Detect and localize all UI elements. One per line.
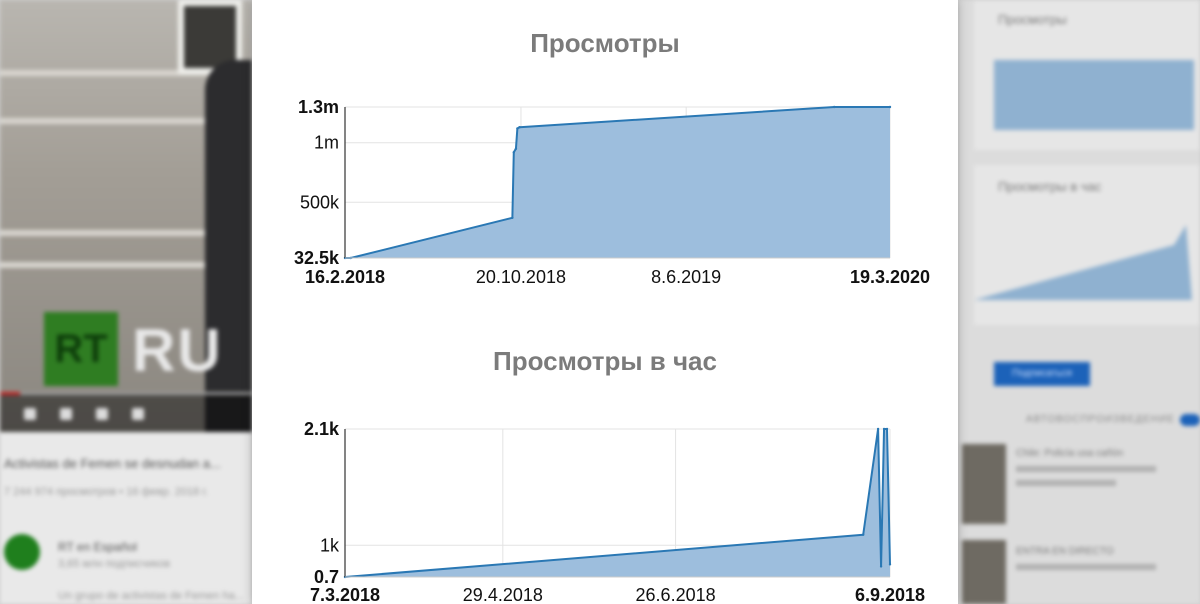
views-data-point (888, 105, 892, 109)
hourly-y-tick-label: 2.1k (304, 419, 340, 439)
hourly-x-tick-label: 29.4.2018 (463, 585, 543, 604)
views-y-tick-label: 32.5k (294, 248, 340, 268)
video-title: Activistas de Femen se desnudan a... (4, 456, 221, 471)
views-chart-title: Просмотры (530, 28, 680, 58)
views-y-tick-label: 1.3m (298, 97, 339, 117)
hourly-y-tick-label: 1k (320, 535, 340, 555)
sidebar-views-area (994, 60, 1194, 130)
sidebar-hourly-area (974, 225, 1192, 300)
video-progress-fill (0, 392, 20, 395)
recommended-title[interactable]: ENTRA EN DIRECTO (1016, 546, 1114, 557)
hourly-x-tick-label: 7.3.2018 (310, 585, 380, 604)
background-shelf (0, 262, 230, 268)
views-x-tick-label: 8.6.2019 (651, 267, 721, 287)
background-shelf (0, 118, 230, 124)
views-data-point (518, 126, 521, 129)
background-video-page: RT RU Activistas de Femen se desnudan a.… (0, 0, 252, 604)
recommended-thumbnail[interactable] (962, 444, 1006, 524)
video-description: Un grupo de activistas de Femen ha... (58, 590, 244, 602)
views-data-point (512, 151, 515, 154)
autoplay-label: АВТОВОСПРОИЗВЕДЕНИЕ (1026, 414, 1175, 425)
views-y-tick-label: 500k (300, 192, 340, 212)
views-data-point (514, 147, 518, 150)
recommended-meta (1016, 480, 1116, 486)
sidebar-views-title: Просмотры (998, 12, 1067, 27)
video-player[interactable]: RT RU (0, 0, 252, 432)
hourly-data-point (888, 563, 892, 566)
video-meta: 7 244 974 просмотров • 16 февр. 2018 г. (4, 486, 208, 498)
hourly-data-point (879, 565, 883, 568)
background-shelf (0, 70, 230, 76)
hourly-data-point (882, 427, 886, 431)
recommended-meta (1016, 466, 1156, 472)
rt-logo: RT (44, 312, 118, 386)
autoplay-toggle[interactable] (1180, 414, 1200, 426)
views-area-fill (345, 107, 890, 258)
rt-logo-text: RU (132, 317, 223, 384)
background-sidebar: Просмотры Просмотры в час Подписаться АВ… (958, 0, 1200, 604)
sidebar-hourly-title: Просмотры в час (998, 179, 1102, 194)
hourly-chart-title: Просмотры в час (493, 346, 717, 376)
play-icon[interactable] (24, 408, 36, 420)
views-x-tick-label: 19.3.2020 (850, 267, 930, 287)
views-data-point (833, 105, 836, 109)
hourly-data-point (876, 427, 880, 431)
hourly-x-tick-label: 26.6.2018 (636, 585, 716, 604)
channel-subscribers: 3,65 млн подписчиков (58, 558, 171, 570)
hourly-area-fill (345, 429, 890, 577)
stats-panel: Просмотры 32.5k 500k 1m 1.3m 16.2.2018 20.10.… (252, 0, 958, 604)
background-shelf (0, 230, 230, 236)
volume-icon[interactable] (96, 408, 108, 420)
next-icon[interactable] (60, 408, 72, 420)
hourly-x-tick-label: 6.9.2018 (855, 585, 925, 604)
subscribe-button[interactable]: Подписаться (994, 362, 1090, 386)
hourly-chart: 0.7 1k 2.1k 7.3.2018 29.4.2018 26.6.2018 6.9.2… (304, 419, 925, 604)
sidebar-views-card: Просмотры (974, 0, 1200, 150)
hourly-data-point (885, 427, 889, 431)
video-progress-bar[interactable] (0, 392, 252, 395)
views-data-point (511, 216, 514, 219)
views-x-tick-label: 16.2.2018 (305, 267, 385, 287)
recommended-thumbnail[interactable] (962, 540, 1006, 604)
channel-avatar[interactable] (4, 534, 40, 570)
views-y-tick-label: 1m (314, 133, 339, 153)
video-controls-bar (0, 392, 252, 432)
hourly-data-point (861, 533, 865, 536)
views-chart: 32.5k 500k 1m 1.3m 16.2.2018 20.10.2018 8.6.20… (294, 97, 930, 287)
volume-slider[interactable] (132, 408, 144, 420)
channel-name[interactable]: RT en Español (58, 540, 137, 554)
recommended-meta (1016, 564, 1156, 570)
recommended-title[interactable]: Chile: Policía usa cañón (1016, 448, 1124, 459)
sidebar-hourly-card: Просмотры в час (974, 165, 1200, 325)
views-data-point (516, 127, 519, 130)
views-x-tick-label: 20.10.2018 (476, 267, 566, 287)
hourly-y-tick-label: 0.7 (314, 567, 339, 587)
background-person (205, 60, 252, 432)
